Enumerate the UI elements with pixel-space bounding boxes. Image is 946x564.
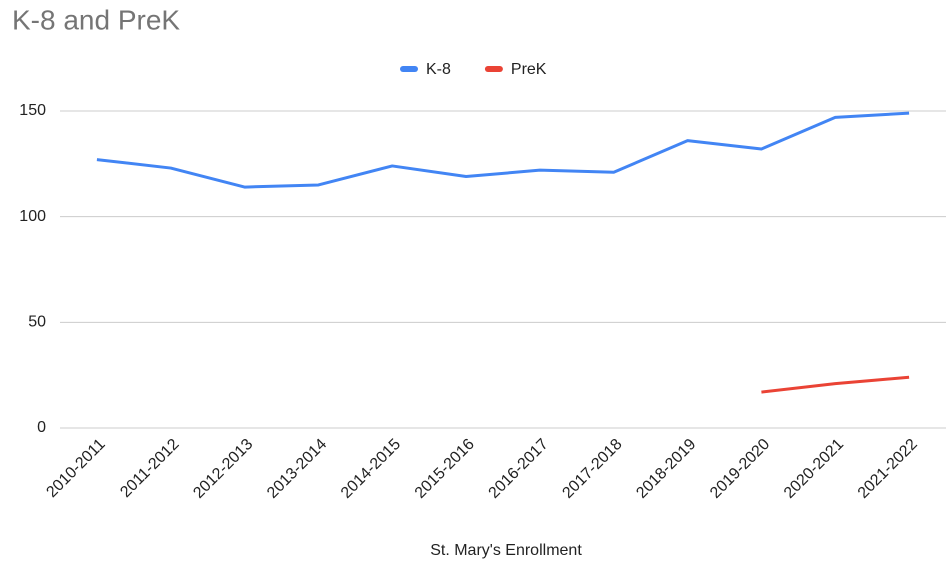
line-series [96,111,910,189]
x-tick-label: 2020-2021 [781,436,847,502]
x-tick-label: 2015-2016 [412,436,478,502]
x-tick-label: 2021-2022 [855,436,921,502]
x-tick-label: 2011-2012 [117,436,182,501]
y-tick-label: 100 [19,208,46,225]
x-axis-title: St. Mary's Enrollment [430,542,582,559]
x-tick-label: 2014-2015 [338,436,404,502]
y-tick-label: 50 [28,314,46,331]
legend-swatch [484,66,503,72]
line-series [761,375,910,394]
chart-title: K-8 and PreK [12,4,180,35]
legend-swatch [400,66,418,72]
y-tick-label: 0 [37,419,46,436]
x-tick-label: 2010-2011 [43,436,108,501]
x-tick-label: 2013-2014 [264,436,330,502]
x-tick-label: 2012-2013 [190,436,256,502]
x-tick-label: 2018-2019 [633,436,699,502]
legend-label: K-8 [426,61,451,78]
x-tick-label: 2016-2017 [486,436,552,502]
y-tick-label: 150 [19,102,46,119]
x-tick-label: 2017-2018 [559,436,625,502]
legend-label: PreK [511,61,547,78]
x-tick-label: 2019-2020 [707,436,773,502]
